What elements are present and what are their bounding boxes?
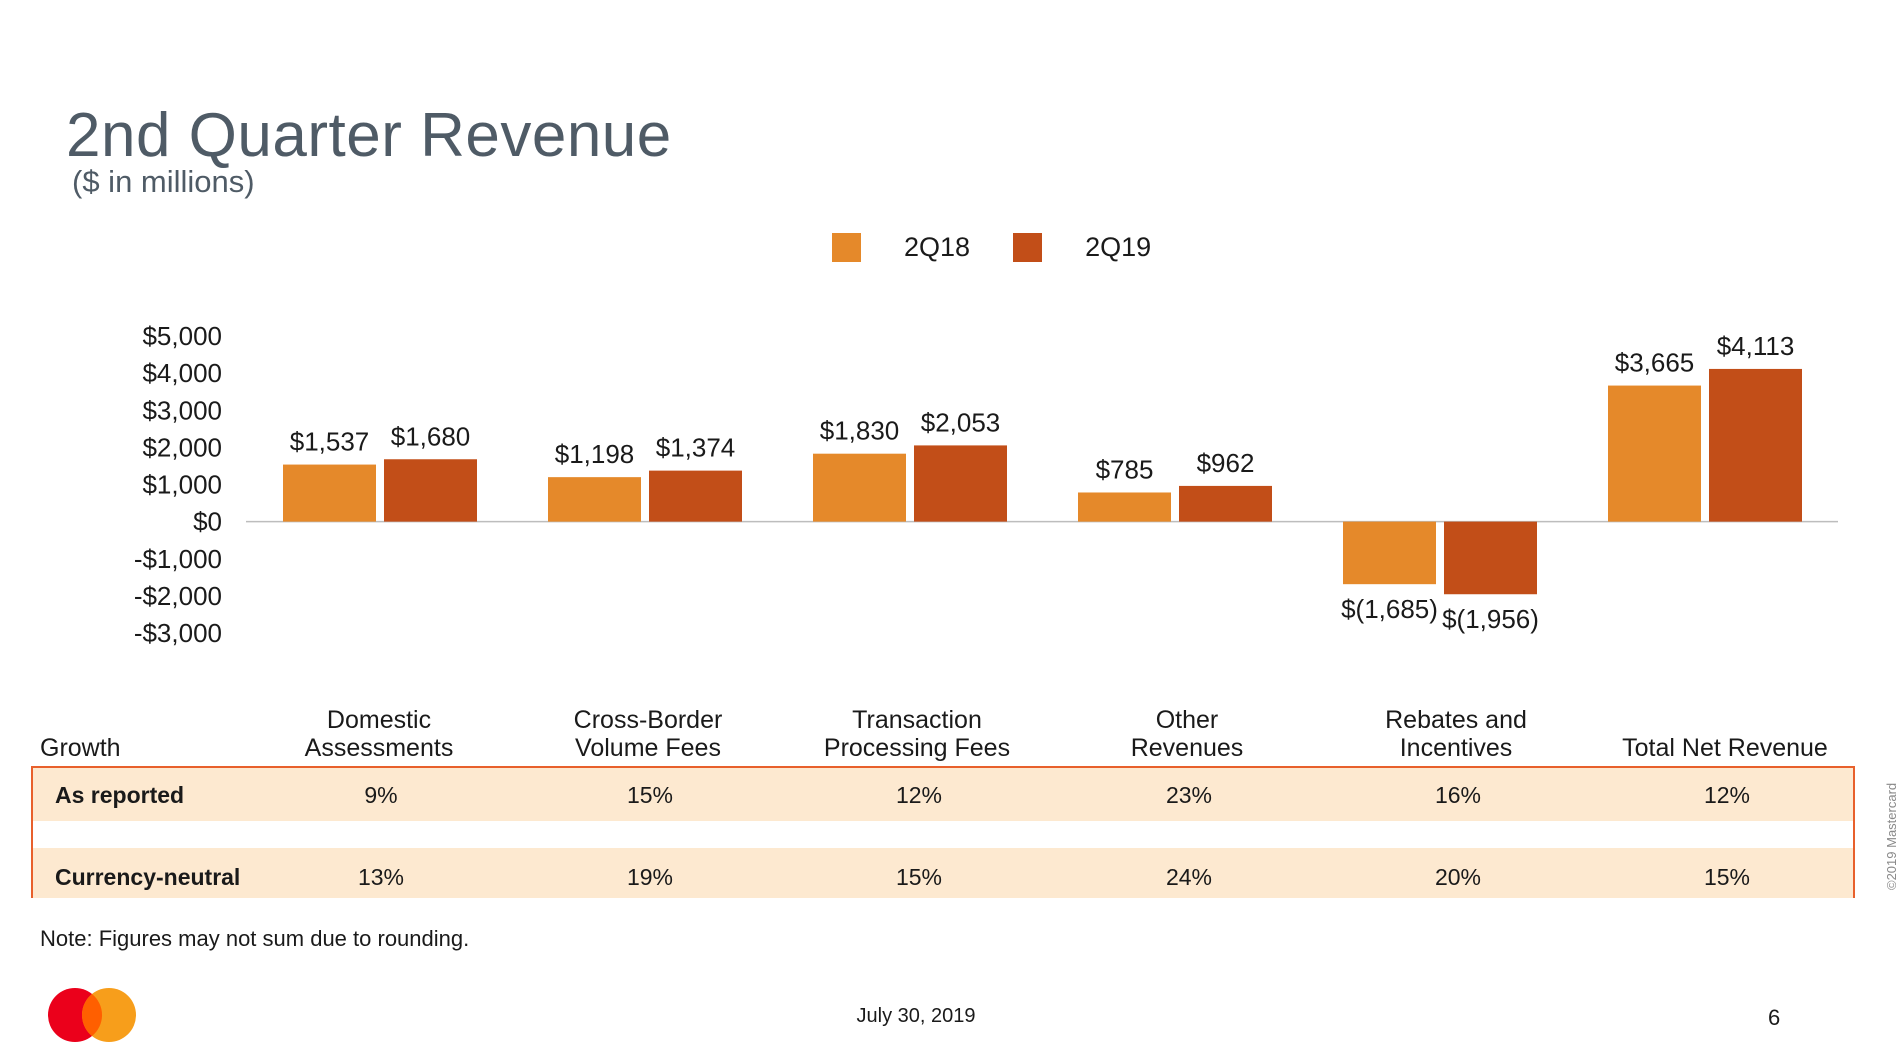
copyright-notice: ©2019 Mastercard: [1884, 782, 1896, 890]
mastercard-logo-icon: [48, 988, 136, 1042]
y-tick-label: $5,000: [142, 321, 222, 351]
footer-date: July 30, 2019: [856, 1005, 976, 1027]
legend-swatch-2q19: [1013, 232, 1043, 262]
bar-value-label: $1,830: [820, 416, 900, 446]
growth-cell: 9%: [364, 782, 398, 808]
growth-cell: 15%: [895, 864, 943, 890]
column-header-line: Volume Fees: [575, 734, 721, 762]
chart-legend: 2Q18 2Q19: [832, 232, 1194, 262]
growth-cell: 16%: [1434, 782, 1482, 808]
growth-cell: 15%: [626, 782, 674, 808]
bar-2q19: [1179, 485, 1272, 522]
y-tick-label: $3,000: [142, 395, 222, 425]
growth-cell: 20%: [1434, 864, 1482, 890]
growth-cell: 12%: [1703, 782, 1751, 808]
bar-2q19: [1709, 368, 1802, 522]
y-tick-label: $4,000: [142, 358, 222, 388]
bar-2q18: [1078, 492, 1171, 522]
bar-2q19: [649, 470, 742, 522]
growth-cell: 23%: [1165, 782, 1213, 808]
bar-value-label: $3,665: [1615, 348, 1695, 378]
column-header-line: Cross-Border: [573, 706, 723, 734]
growth-table: As reported 9% 15% 12% 23% 16% 12% Curre…: [31, 766, 1855, 898]
bar-2q18: [548, 477, 641, 522]
growth-header: Growth: [40, 734, 121, 762]
y-tick-label: -$1,000: [134, 544, 222, 574]
bar-value-label: $785: [1096, 454, 1154, 484]
growth-cell: 24%: [1165, 864, 1213, 890]
bar-2q19: [384, 459, 477, 522]
legend-label-2q19: 2Q19: [1085, 231, 1152, 262]
y-tick-label: $0: [193, 507, 222, 537]
column-header-line: Processing Fees: [823, 734, 1011, 762]
bar-value-label: $(1,956): [1442, 604, 1539, 634]
growth-cell: 19%: [626, 864, 674, 890]
bar-value-label: $962: [1197, 448, 1255, 478]
column-header-cross-border: Cross-Border Volume Fees: [523, 706, 773, 762]
bar-value-label: $1,198: [555, 439, 635, 469]
y-tick-label: -$2,000: [134, 581, 222, 611]
footnote: Note: Figures may not sum due to roundin…: [40, 926, 470, 951]
growth-cell: 15%: [1703, 864, 1751, 890]
column-header-line: Rebates and: [1385, 706, 1527, 734]
legend-label-2q18: 2Q18: [904, 231, 971, 262]
bar-2q18: [1608, 385, 1701, 522]
column-header-line: Assessments: [304, 734, 454, 762]
bar-value-label: $1,680: [391, 421, 471, 451]
bar-2q18: [1343, 521, 1436, 585]
growth-row-currency-neutral: Currency-neutral 13% 19% 15% 24% 20% 15%: [33, 848, 1853, 898]
column-header-rebates-incentives: Rebates and Incentives: [1331, 706, 1581, 762]
bar-value-label: $4,113: [1717, 331, 1795, 361]
column-header-other-revenues: Other Revenues: [1062, 706, 1312, 762]
bar-2q19: [1444, 521, 1537, 595]
bar-value-label: $(1,685): [1341, 594, 1438, 624]
column-header-domestic-assessments: Domestic Assessments: [254, 706, 504, 762]
row-label: As reported: [55, 782, 185, 808]
bar-value-label: $1,537: [290, 427, 370, 457]
column-header-line: Incentives: [1399, 734, 1513, 762]
bar-2q19: [914, 445, 1007, 522]
y-tick-label: -$3,000: [134, 618, 222, 648]
page-number: 6: [1768, 1005, 1781, 1030]
column-header-line: Revenues: [1130, 734, 1244, 762]
column-header-line: [1600, 706, 1850, 734]
column-header-line: Total Net Revenue: [1622, 734, 1828, 762]
bar-value-label: $2,053: [921, 407, 1001, 437]
growth-cell: 13%: [357, 864, 405, 890]
row-label: Currency-neutral: [55, 864, 241, 890]
column-header-transaction-processing: Transaction Processing Fees: [792, 706, 1042, 762]
bar-2q18: [813, 453, 906, 522]
column-header-line: Other: [1155, 706, 1219, 734]
bar-2q18: [283, 464, 376, 522]
y-tick-label: $2,000: [142, 432, 222, 462]
column-header-line: Transaction: [852, 706, 982, 734]
growth-cell: 12%: [895, 782, 943, 808]
revenue-bar-chart: $5,000 $4,000 $3,000 $2,000 $1,000 $0 -$1,000 -…: [134, 321, 1838, 648]
growth-row-as-reported: As reported 9% 15% 12% 23% 16% 12%: [33, 768, 1853, 821]
column-header-line: Domestic: [326, 706, 432, 734]
legend-swatch-2q18: [832, 232, 861, 262]
page-subtitle: ($ in millions): [72, 164, 255, 199]
column-header-total-net-revenue: Total Net Revenue: [1600, 706, 1850, 762]
page-title: 2nd Quarter Revenue: [66, 101, 672, 170]
bar-value-label: $1,374: [656, 433, 736, 463]
y-tick-label: $1,000: [142, 470, 222, 500]
